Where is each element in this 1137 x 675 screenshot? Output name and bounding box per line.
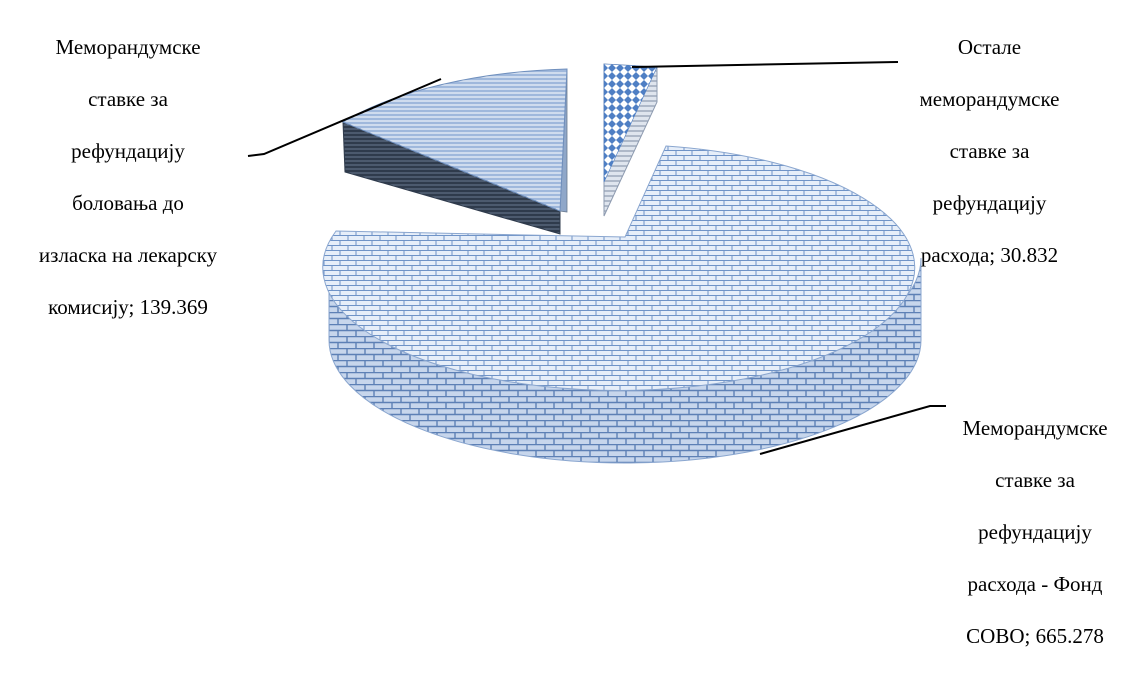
label-line: рефундацију [978, 520, 1092, 544]
label-line: рефундацију [932, 191, 1047, 215]
label-line: ставке за [88, 87, 168, 111]
pie-chart [247, 61, 946, 464]
label-line: комисију; 139.369 [48, 295, 208, 319]
slice-bolovanja [341, 68, 568, 235]
label-line: ставке за [949, 139, 1030, 163]
label-line: расхода - Фонд [967, 572, 1103, 596]
leader-line-bolovanja [247, 78, 442, 157]
label-line: боловања до [72, 191, 184, 215]
label-line: Меморандумске [962, 416, 1108, 440]
label-line: Меморандумске [55, 35, 201, 59]
label-line: изласка на лекарску [38, 243, 218, 267]
slice-sovo [322, 145, 922, 464]
slice-ostale [603, 63, 658, 217]
label-line: меморандумске [919, 87, 1060, 111]
label-line: СОВО; 665.278 [966, 624, 1104, 648]
label-line: ставке за [995, 468, 1075, 492]
label-line: расхода; 30.832 [920, 243, 1059, 267]
leader-line-ostale [631, 61, 899, 68]
slice-ostale-top [603, 63, 658, 183]
data-label-sovo: Меморандумске ставке за рефундацију расх… [940, 389, 1130, 675]
label-line: рефундацију [71, 139, 185, 163]
leader-line-sovo [759, 405, 946, 455]
data-label-ostale: Остале меморандумске ставке за рефундаци… [892, 8, 1087, 294]
label-line: Остале [957, 35, 1022, 59]
data-label-bolovanja: Меморандумске ставке за рефундацију боло… [0, 8, 256, 346]
slice-sovo-top [322, 145, 916, 391]
